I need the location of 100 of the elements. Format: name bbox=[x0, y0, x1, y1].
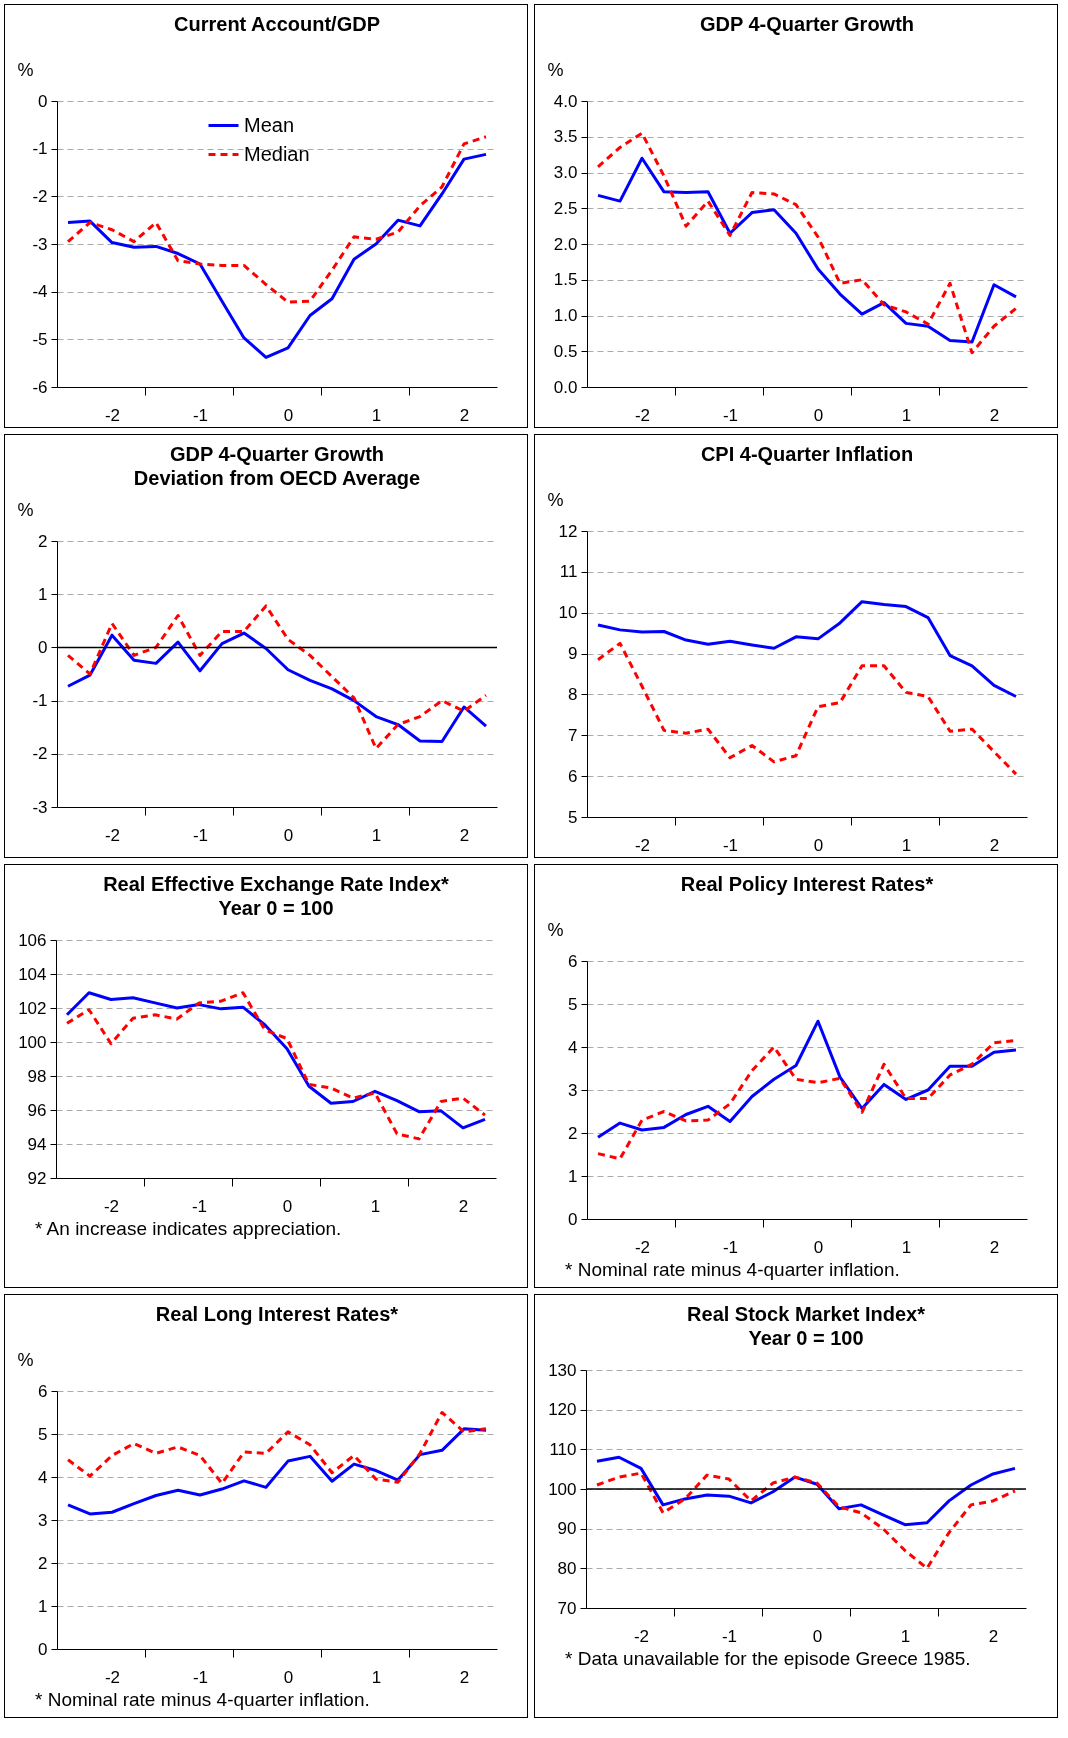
x-tick-label: 2 bbox=[988, 1626, 999, 1646]
x-tick-label: -1 bbox=[721, 1626, 738, 1646]
y-axis-title: % bbox=[17, 1349, 34, 1370]
y-tick-label: 4 bbox=[38, 1467, 48, 1487]
x-tick-label: 2 bbox=[989, 835, 1000, 855]
line-series bbox=[66, 1411, 488, 1485]
y-tick-label: 80 bbox=[557, 1558, 577, 1578]
y-tick-label: 110 bbox=[549, 1439, 577, 1459]
x-tick-label: 2 bbox=[459, 1667, 470, 1687]
line-series bbox=[596, 641, 1018, 776]
y-tick-label: 106 bbox=[18, 930, 47, 950]
x-tick-label: 0 bbox=[813, 405, 824, 425]
y-tick-label: 6 bbox=[568, 766, 578, 786]
y-tick-label: 3.0 bbox=[553, 163, 578, 182]
y-tick-label: 0.5 bbox=[553, 341, 578, 361]
x-tick-label: -1 bbox=[191, 1196, 208, 1216]
y-tick-label: 0.0 bbox=[553, 377, 578, 397]
y-tick-label: 3 bbox=[38, 1510, 48, 1530]
y-tick-label: 0 bbox=[568, 1209, 578, 1229]
y-tick-label: 5 bbox=[568, 807, 578, 827]
y-tick-label: -1 bbox=[32, 139, 48, 159]
x-tick-label: 2 bbox=[989, 405, 1000, 425]
y-tick-label: -3 bbox=[32, 797, 48, 817]
y-tick-label: 0 bbox=[38, 637, 48, 657]
y-tick-label: 1 bbox=[38, 1596, 48, 1616]
line-series bbox=[66, 631, 488, 744]
y-tick-label: 0 bbox=[38, 1639, 48, 1659]
y-tick-label: 5 bbox=[38, 1424, 48, 1444]
y-axis-title: % bbox=[547, 489, 564, 510]
y-tick-label: -5 bbox=[32, 329, 48, 349]
x-tick-label: 0 bbox=[283, 1667, 294, 1687]
y-tick-label: 6 bbox=[38, 1381, 48, 1401]
x-tick-label: 0 bbox=[813, 1237, 824, 1257]
x-tick-label: -2 bbox=[633, 1626, 650, 1646]
y-tick-label: 92 bbox=[27, 1168, 47, 1188]
text: * An increase indicates appreciation. bbox=[35, 1218, 343, 1240]
y-tick-label: 10 bbox=[558, 603, 578, 623]
y-tick-label: 2 bbox=[568, 1123, 578, 1143]
y-tick-label: 100 bbox=[548, 1479, 577, 1499]
y-tick-label: 1.0 bbox=[553, 306, 578, 325]
y-axis-title: % bbox=[17, 59, 34, 80]
chart-title: Real Stock Market Index* bbox=[687, 1303, 926, 1325]
x-tick-label: -1 bbox=[722, 1237, 739, 1257]
y-tick-label: 3 bbox=[568, 1080, 578, 1100]
y-tick-label: 1.5 bbox=[553, 270, 578, 290]
legend-label: Median bbox=[244, 142, 310, 165]
x-tick-label: -2 bbox=[104, 405, 121, 425]
y-tick-label: 1 bbox=[568, 1166, 578, 1186]
line-series bbox=[596, 131, 1018, 355]
y-tick-label: 96 bbox=[27, 1100, 47, 1120]
x-tick-label: 0 bbox=[812, 1626, 823, 1646]
x-tick-label: 1 bbox=[901, 835, 912, 855]
y-tick-label: 4 bbox=[568, 1037, 578, 1057]
x-tick-label: -1 bbox=[192, 405, 209, 425]
x-tick-label: -1 bbox=[722, 835, 739, 855]
x-tick-label: -2 bbox=[103, 1196, 120, 1216]
y-tick-label: -2 bbox=[32, 744, 48, 764]
chart-title: Real Policy Interest Rates* bbox=[680, 873, 934, 895]
x-tick-label: 2 bbox=[459, 825, 470, 845]
y-tick-label: 0 bbox=[38, 91, 48, 111]
x-tick-label: -2 bbox=[634, 1237, 651, 1257]
line-series bbox=[66, 604, 488, 750]
x-tick-label: 2 bbox=[458, 1196, 469, 1216]
chart-title: GDP 4-Quarter Growth bbox=[169, 443, 385, 465]
y-tick-label: 12 bbox=[558, 521, 578, 541]
y-tick-label: 94 bbox=[27, 1134, 47, 1154]
text: * Nominal rate minus 4-quarter inflation. bbox=[565, 1259, 901, 1281]
y-axis-title: % bbox=[547, 919, 564, 940]
chart-title: CPI 4-Quarter Inflation bbox=[700, 443, 914, 465]
x-tick-label: 1 bbox=[371, 1667, 382, 1687]
x-tick-label: 1 bbox=[371, 405, 382, 425]
y-tick-label: 1 bbox=[38, 584, 48, 604]
y-tick-label: -3 bbox=[32, 234, 48, 254]
x-tick-label: -2 bbox=[104, 1667, 121, 1687]
line-series bbox=[596, 156, 1018, 344]
x-tick-label: 1 bbox=[370, 1196, 381, 1216]
line-series bbox=[596, 1019, 1018, 1139]
x-tick-label: 2 bbox=[989, 1237, 1000, 1257]
x-tick-label: 0 bbox=[282, 1196, 293, 1216]
y-tick-label: 3.5 bbox=[553, 127, 578, 147]
line-series bbox=[595, 1471, 1017, 1570]
y-tick-label: 90 bbox=[557, 1519, 577, 1539]
y-tick-label: 9 bbox=[568, 644, 578, 664]
y-tick-label: 2.0 bbox=[553, 234, 578, 254]
x-tick-label: 1 bbox=[901, 405, 912, 425]
y-axis-title: % bbox=[547, 59, 564, 80]
x-tick-label: 0 bbox=[813, 835, 824, 855]
x-tick-label: -2 bbox=[634, 835, 651, 855]
chart-title: Real Effective Exchange Rate Index* bbox=[103, 873, 450, 895]
y-tick-label: -2 bbox=[32, 186, 48, 206]
y-tick-label: 4.0 bbox=[553, 91, 578, 111]
y-axis-title: % bbox=[17, 499, 34, 520]
x-tick-label: 0 bbox=[283, 825, 294, 845]
x-tick-label: -1 bbox=[192, 1667, 209, 1687]
line-series bbox=[596, 600, 1018, 698]
y-tick-label: 2 bbox=[38, 531, 48, 551]
y-tick-label: 6 bbox=[568, 951, 578, 971]
x-tick-label: 1 bbox=[371, 825, 382, 845]
y-tick-label: 2.5 bbox=[553, 198, 578, 218]
y-tick-label: 5 bbox=[568, 994, 578, 1014]
